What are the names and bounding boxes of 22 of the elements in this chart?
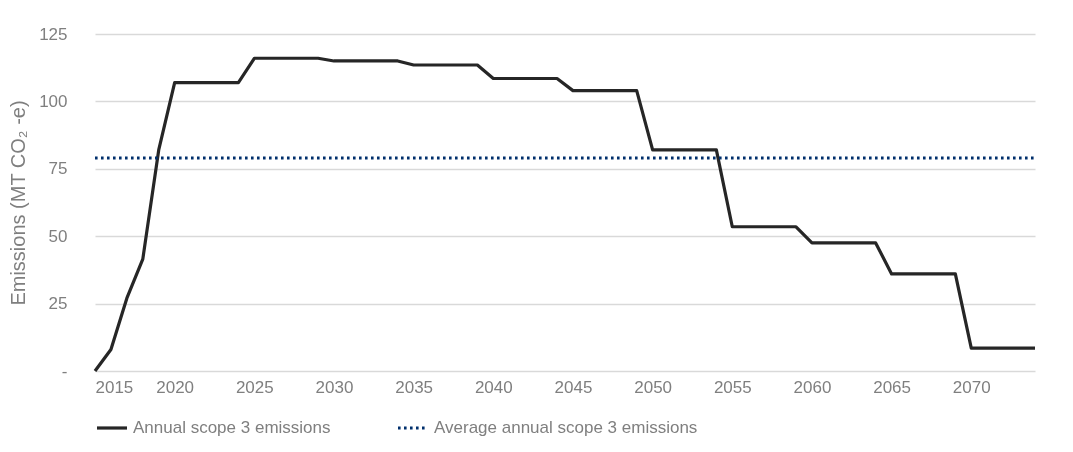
y-tick-label: 50 (48, 226, 68, 246)
y-axis-title: Emissions (MT CO₂ -e) (7, 100, 30, 306)
y-tick-label: - (61, 361, 68, 381)
x-tick-label: 2065 (873, 377, 912, 397)
x-tick-label: 2035 (395, 377, 434, 397)
x-tick-label: 2030 (315, 377, 354, 397)
x-tick-label: 2040 (474, 377, 513, 397)
x-tick-label: 2070 (952, 377, 991, 397)
y-tick-label: 125 (39, 24, 68, 44)
x-tick-label: 2045 (554, 377, 593, 397)
legend-label: Average annual scope 3 emissions (434, 418, 698, 437)
x-tick-label: 2020 (156, 377, 195, 397)
x-tick-label: 2055 (713, 377, 752, 397)
x-tick-label: 2025 (235, 377, 274, 397)
legend-label: Annual scope 3 emissions (133, 418, 331, 437)
y-tick-label: 100 (39, 91, 68, 111)
y-tick-label: 75 (48, 159, 68, 179)
x-tick-label: 2015 (95, 377, 134, 397)
y-tick-label: 25 (48, 294, 68, 314)
x-tick-label: 2060 (793, 377, 832, 397)
x-tick-label: 2050 (634, 377, 673, 397)
line-series (93, 56, 1037, 373)
